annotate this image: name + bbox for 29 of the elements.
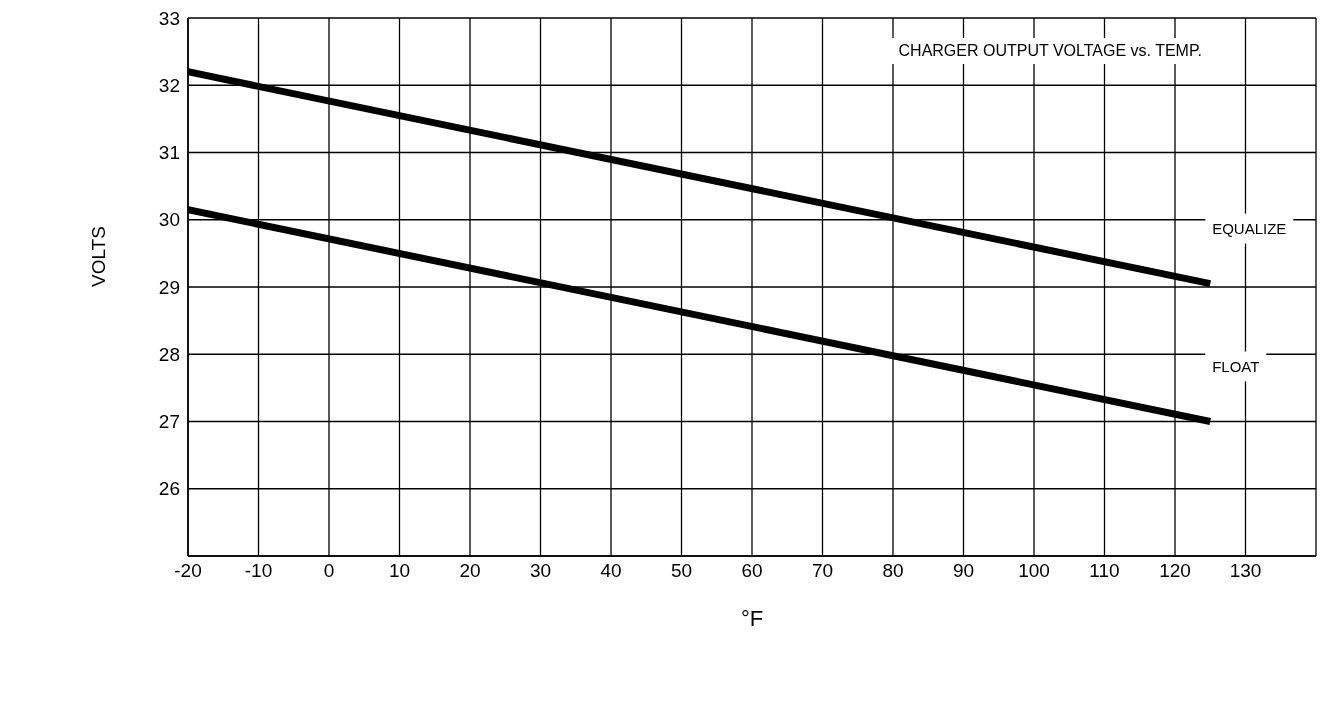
y-tick-label: 30	[158, 209, 180, 231]
y-tick-label: 29	[158, 276, 180, 298]
x-tick-label: 90	[952, 560, 975, 582]
text: EQUALIZE	[1212, 219, 1287, 237]
x-tick-label: 130	[1229, 560, 1262, 582]
x-axis-title: °F	[740, 606, 764, 631]
y-tick-label: 33	[158, 7, 180, 29]
text: CHARGER OUTPUT VOLTAGE vs. TEMP.	[890, 38, 1210, 64]
y-tick-label: 31	[158, 142, 180, 164]
x-tick-label: 10	[388, 560, 411, 582]
x-tick-label: 20	[459, 560, 481, 582]
x-tick-label: 120	[1159, 560, 1191, 582]
x-tick-label: 60	[741, 560, 763, 582]
x-tick-label: 0	[323, 560, 335, 582]
y-tick-label: 28	[158, 343, 180, 365]
y-tick-label: 26	[158, 478, 180, 500]
x-tick-label: 50	[670, 560, 693, 582]
x-tick-label: 110	[1089, 560, 1120, 582]
text: FLOAT	[1212, 357, 1260, 375]
x-tick-label: 30	[529, 560, 552, 582]
x-tick-label: 40	[600, 560, 622, 582]
x-tick-label: 80	[882, 560, 904, 582]
y-tick-label: 32	[158, 75, 180, 96]
y-axis-title: VOLTS	[87, 226, 109, 287]
x-tick-label: 100	[1018, 560, 1050, 582]
x-tick-label: -20	[174, 560, 202, 582]
x-tick-label: -10	[244, 560, 273, 582]
y-tick-label: 27	[158, 411, 180, 433]
x-tick-label: 70	[811, 560, 834, 582]
